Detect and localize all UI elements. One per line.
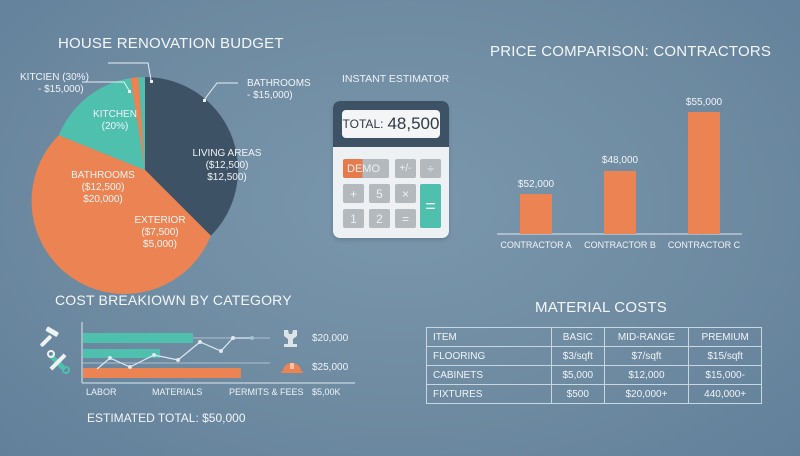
wrench-icon [284, 330, 297, 347]
pie-slice-kitchen [58, 78, 145, 170]
slice-name: LIVING AREAS [192, 148, 262, 159]
header-mid-range: MID-RANGE [603, 327, 690, 347]
table-row: FLOORING $3/sqft $7/sqft $15/sqft [426, 346, 762, 366]
x-label-materials: MATERIALS [152, 387, 203, 397]
bar-contractor-c [688, 112, 720, 234]
header-item: ITEM [426, 327, 552, 347]
bar-value-c: $55,000 [685, 97, 723, 108]
calculator: TOTAL: 48,500 DEMO +/- ÷ + 5 × = 1 2 = [333, 101, 449, 238]
materials-table: ITEM BASIC MID-RANGE PREMIUM FLOORING $3… [426, 327, 762, 404]
callout-right-line2: - $15,000) [247, 90, 293, 101]
slice-line3: $20,000) [83, 194, 123, 205]
pie-slice-living-areas [145, 76, 239, 236]
table-header-row: ITEM BASIC MID-RANGE PREMIUM [426, 327, 762, 347]
slice-line2: ($12,500) [81, 182, 125, 193]
slice-name: EXTERIOR [134, 215, 186, 226]
slice-line3: $12,500) [207, 172, 247, 183]
x-label-5k: $5,00K [312, 387, 341, 397]
cell: FLOORING [426, 346, 552, 366]
header-basic: BASIC [551, 327, 605, 347]
times-key[interactable]: × [395, 184, 416, 203]
bar-category-b: CONTRACTOR B [584, 240, 656, 250]
pie-slice-thin-orange [130, 77, 145, 170]
cell: $5,000 [551, 365, 605, 385]
divide-key[interactable]: ÷ [420, 159, 441, 178]
callout-left-line2: - $15,000) [38, 84, 84, 95]
callout-left-line1: KITCIEN (30%) [20, 72, 89, 83]
pie-chart-title: HOUSE RENOVATION BUDGET [58, 35, 284, 52]
breakdown-title: COST BREAKIOWN BY CATEGORY [55, 292, 292, 308]
demo-key[interactable]: DEMO [343, 159, 389, 178]
bar-contractor-a [520, 194, 552, 234]
bar-value-a: $52,000 [517, 179, 555, 190]
cell: $3/sqft [551, 346, 605, 366]
hammer-icon [40, 326, 59, 347]
bar-value-b: $48,000 [601, 155, 639, 166]
table-row: CABINETS $5,000 $12,000 $15,000- [426, 365, 762, 385]
display-value: 48,500 [387, 114, 440, 133]
estimator-title: INSTANT ESTIMATOR [342, 73, 450, 85]
two-key[interactable]: 2 [369, 209, 390, 228]
equals-key-large[interactable]: = [420, 184, 441, 228]
bar-category-c: CONTRACTOR C [667, 240, 741, 250]
plus-minus-key[interactable]: +/- [395, 159, 416, 178]
breakdown-bar-teal-2 [83, 349, 160, 358]
pie-label-living-areas: LIVING AREAS ($12,500) $12,500) [182, 148, 272, 184]
callout-right-line1: BATHROOMS [247, 78, 311, 89]
bar-category-a: CONTRACTOR A [500, 240, 572, 250]
slice-line3: $5,000) [143, 239, 177, 250]
header-premium: PREMIUM [688, 327, 762, 347]
bar-chart-title: PRICE COMPARISON: CONTRACTORS [490, 43, 772, 60]
pie-slice-orange-main [31, 135, 211, 294]
pie-label-kitchen: KITCHEN (20%) [80, 109, 150, 133]
materials-title: MATERIAL COSTS [535, 299, 667, 316]
cell: $12,000 [603, 365, 690, 385]
bar-contractor-b [604, 171, 636, 234]
cell: $7/sqft [603, 346, 690, 366]
five-key[interactable]: 5 [369, 184, 390, 203]
slice-line2: ($7,500) [141, 227, 179, 238]
pie-label-exterior: EXTERIOR ($7,500) $5,000) [125, 215, 195, 251]
right-value-2: $25,000 [312, 362, 349, 373]
slice-line2: (20%) [101, 121, 129, 132]
pie-slice-thin-teal [138, 76, 145, 170]
hard-hat-icon [281, 363, 303, 373]
display-label: TOTAL: [342, 117, 384, 131]
pie-callout-left: KITCIEN (30%) - $15,000) [20, 72, 89, 96]
calculator-header: TOTAL: 48,500 [333, 101, 449, 147]
slice-name: KITCHEN [93, 109, 137, 120]
cell: CABINETS [426, 365, 552, 385]
table-row: FIXTURES $500 $20,000+ 440,000+ [426, 384, 762, 404]
slice-line2: ($12,500) [205, 160, 249, 171]
x-label-labor: LABOR [86, 387, 117, 397]
cell: $15/sqft [688, 346, 762, 366]
pie-callout-right: BATHROOMS - $15,000) [247, 78, 311, 102]
x-label-permits: PERMITS & FEES [229, 387, 304, 397]
breakdown-bar-teal-1 [83, 333, 193, 343]
cell: $15,000- [688, 365, 762, 385]
cell: FIXTURES [426, 384, 552, 404]
tools-icon [47, 350, 70, 374]
right-value-1: $20,000 [312, 333, 349, 344]
plus-key[interactable]: + [343, 184, 364, 203]
cell: 440,000+ [688, 384, 762, 404]
calculator-display: TOTAL: 48,500 [342, 110, 440, 138]
cell: $500 [551, 384, 605, 404]
breakdown-bar-orange [83, 368, 241, 378]
one-key[interactable]: 1 [343, 209, 364, 228]
pie-label-bathrooms: BATHROOMS ($12,500) $20,000) [68, 170, 138, 206]
slice-name: BATHROOMS [71, 170, 135, 181]
cell: $20,000+ [603, 384, 690, 404]
estimated-total: ESTIMATED TOTAL: $50,000 [87, 411, 246, 425]
equals-key-small[interactable]: = [395, 209, 416, 228]
